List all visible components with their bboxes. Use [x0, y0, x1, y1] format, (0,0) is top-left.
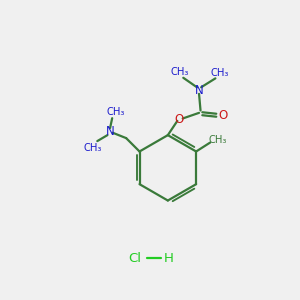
Text: N: N	[195, 84, 203, 97]
Text: O: O	[219, 109, 228, 122]
Text: CH₃: CH₃	[170, 68, 189, 77]
Text: CH₃: CH₃	[208, 135, 227, 145]
Text: CH₃: CH₃	[106, 107, 125, 117]
Text: CH₃: CH₃	[84, 142, 102, 153]
Text: O: O	[175, 113, 184, 126]
Text: H: H	[164, 252, 173, 265]
Text: Cl: Cl	[128, 252, 141, 265]
Text: N: N	[105, 125, 114, 138]
Text: CH₃: CH₃	[210, 68, 228, 78]
